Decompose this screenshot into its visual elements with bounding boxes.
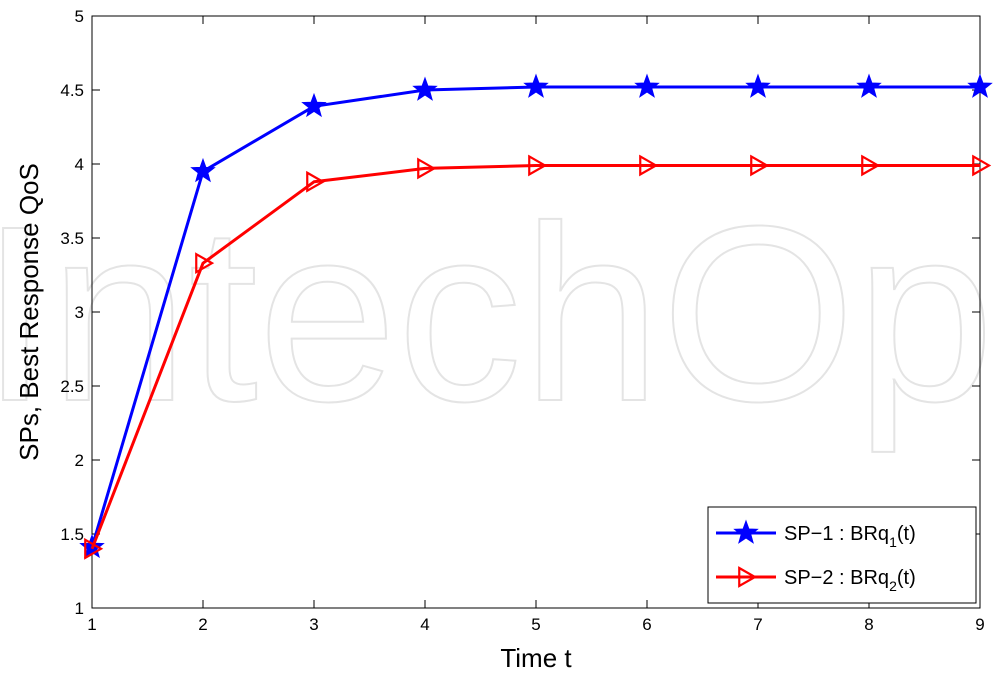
watermark-text: IntechOpen [0, 174, 994, 453]
series-2-point [528, 154, 548, 177]
y-tick-label: 4 [75, 155, 84, 174]
legend-marker-2 [738, 566, 758, 588]
series-1-point [301, 92, 327, 118]
series-1-point [523, 73, 549, 98]
legend-marker-1 [733, 519, 759, 544]
series-1-point [190, 157, 216, 183]
series-2-point [861, 154, 881, 177]
series-2-line [90, 164, 980, 550]
y-axis-label: SPs, Best Response QoS [14, 163, 44, 461]
series-2-point [972, 154, 992, 177]
y-tick-label: 2.5 [60, 377, 84, 396]
y-tick-label: 1 [75, 599, 84, 618]
series-2-point [306, 170, 326, 193]
series-1-point [745, 73, 771, 98]
series-layer [79, 73, 993, 560]
series-2-point [84, 537, 104, 560]
series-2-point [417, 157, 437, 180]
axis-ticks: 1 2 3 4 5 6 7 8 9 1 1.5 2 2.5 3 3.5 4 4.5 5 [60, 7, 984, 634]
x-tick-label: 3 [309, 615, 318, 634]
series-1-point [412, 76, 438, 101]
series-2-point [195, 252, 215, 275]
x-tick-label: 8 [864, 615, 873, 634]
legend-label-1: SP−1 : BRq1(t) [784, 523, 916, 550]
x-tick-label: 1 [87, 615, 96, 634]
legend: SP−1 : BRq1(t) SP−2 : BRq2(t) [707, 506, 977, 604]
series-1-point [967, 73, 993, 98]
y-tick-label: 5 [75, 7, 84, 26]
x-tick-label: 6 [642, 615, 651, 634]
y-tick-label: 2 [75, 451, 84, 470]
x-tick-label: 5 [531, 615, 540, 634]
x-axis-label: Time t [500, 643, 572, 673]
x-tick-label: 4 [420, 615, 429, 634]
series-1-point [634, 73, 660, 98]
series-2-point [750, 154, 770, 177]
legend-label-2: SP−2 : BRq2(t) [784, 567, 916, 594]
series-2-point [639, 154, 659, 177]
x-tick-label: 2 [198, 615, 207, 634]
series-1-point [856, 73, 882, 98]
y-tick-label: 1.5 [60, 525, 84, 544]
y-tick-label: 4.5 [60, 81, 84, 100]
y-tick-label: 3 [75, 303, 84, 322]
x-tick-label: 9 [975, 615, 984, 634]
legend-box [707, 506, 977, 604]
x-tick-label: 7 [753, 615, 762, 634]
y-tick-label: 3.5 [60, 229, 84, 248]
